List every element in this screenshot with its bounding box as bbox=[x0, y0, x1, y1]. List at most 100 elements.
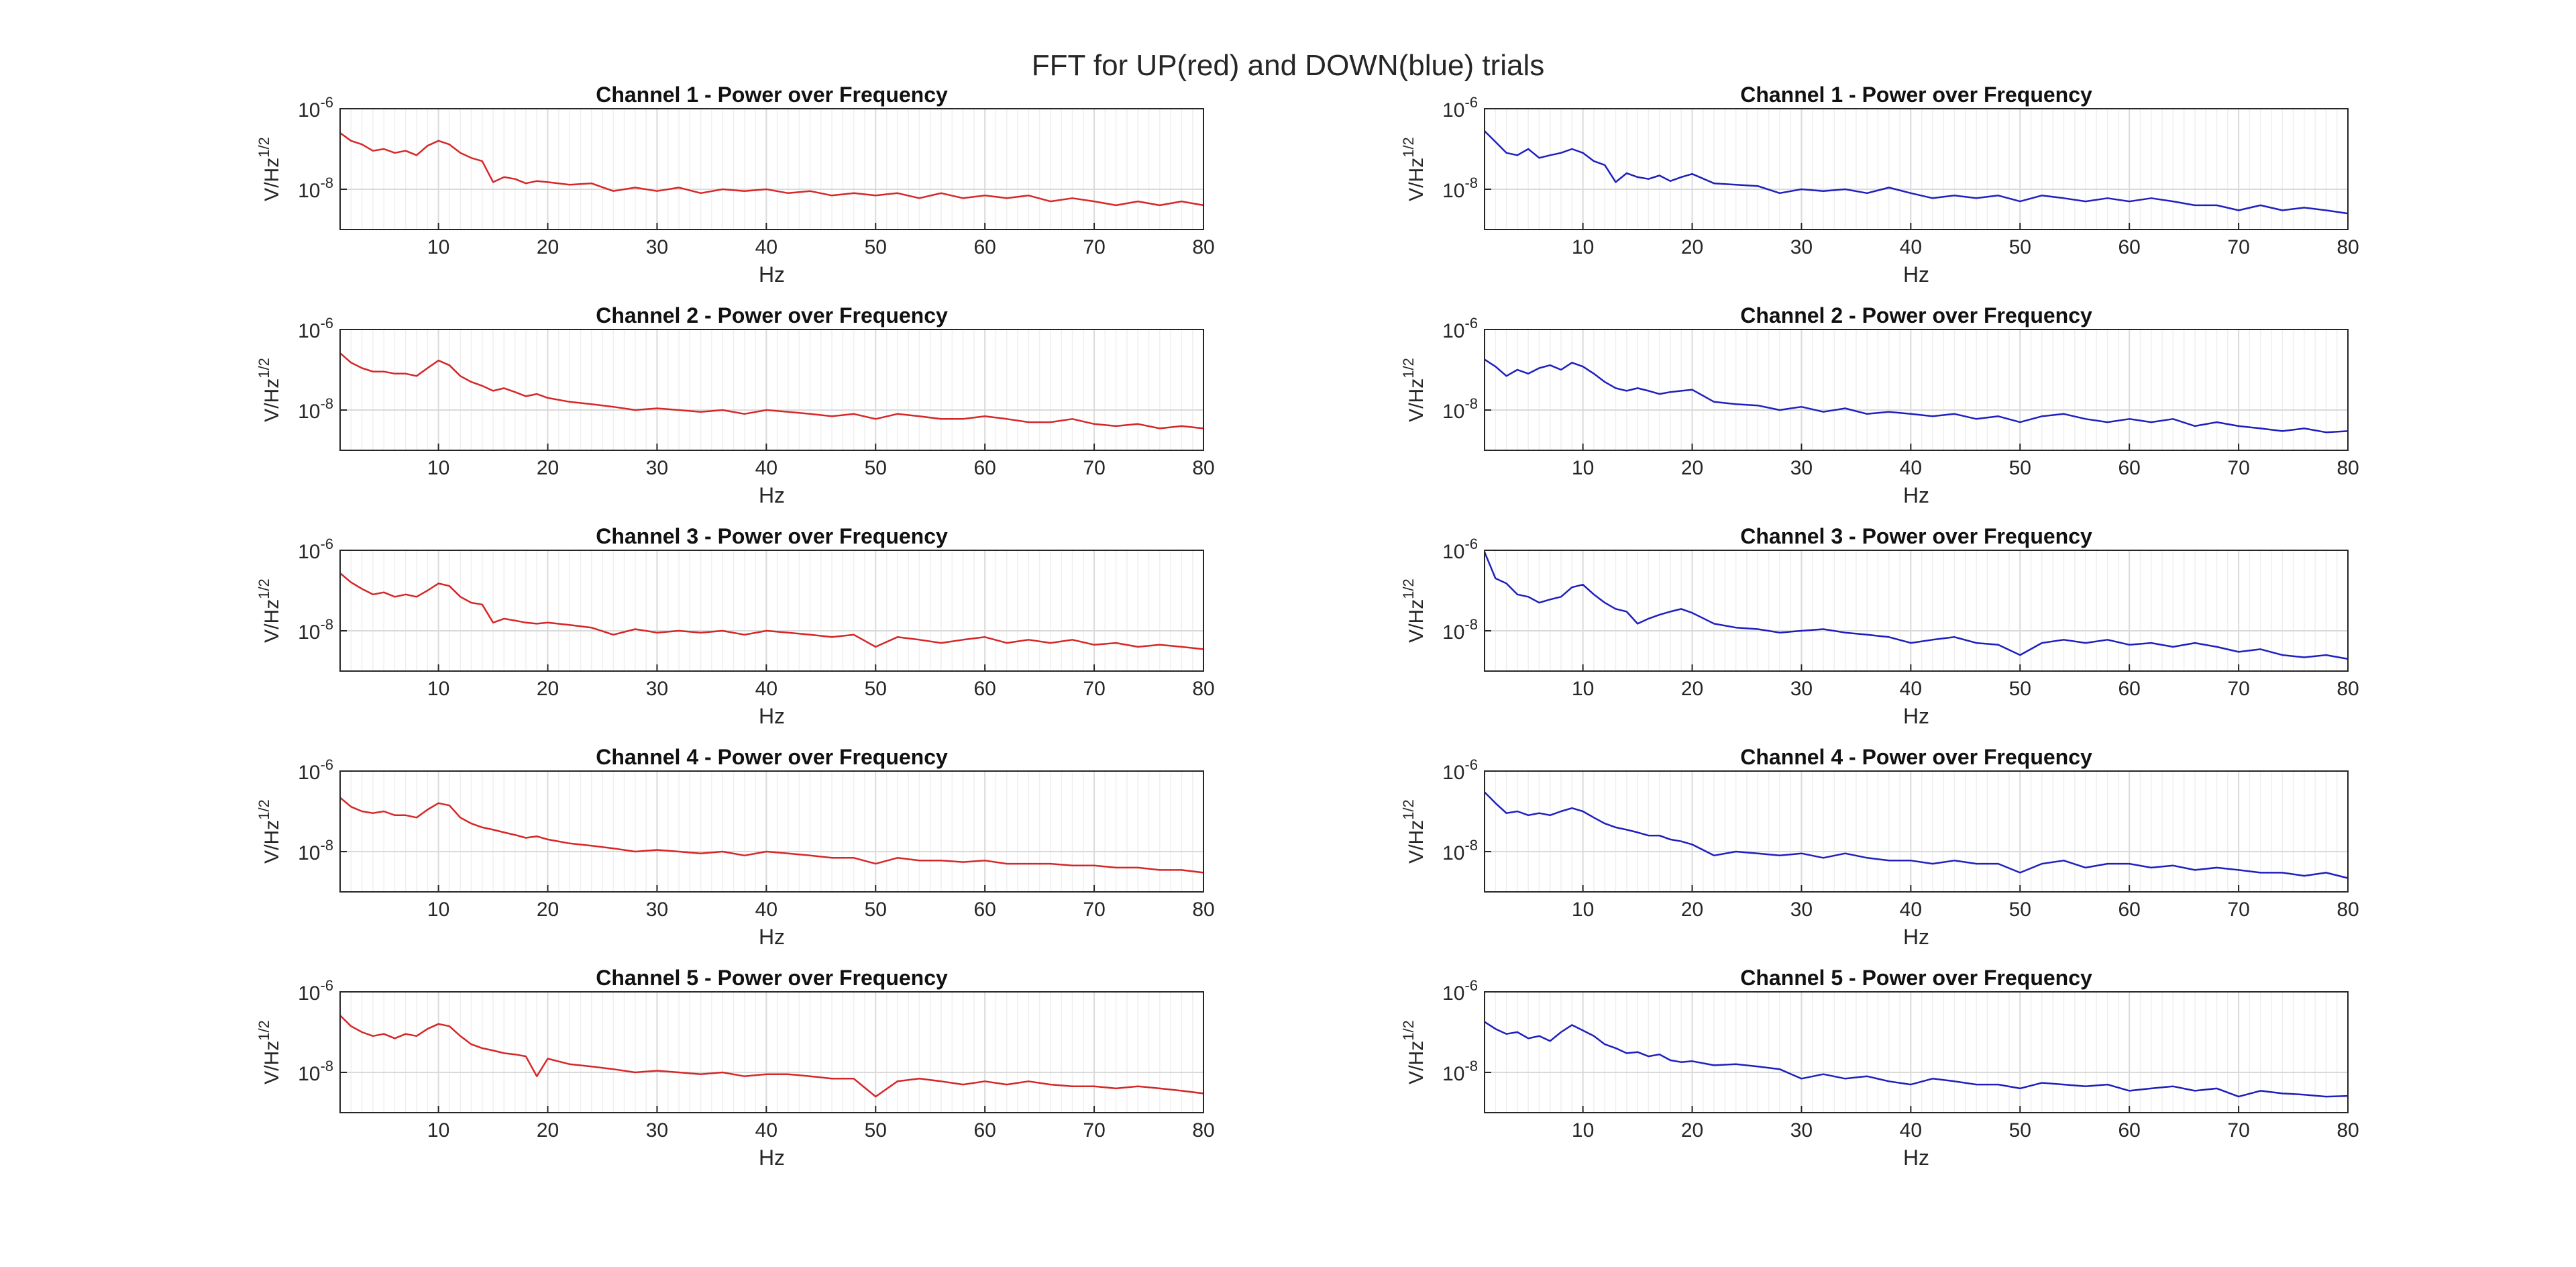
y-axis-label: V/Hz1/2 bbox=[256, 137, 283, 201]
x-tick-label: 60 bbox=[2118, 236, 2140, 258]
up-series-line bbox=[339, 797, 1204, 874]
x-tick-label: 80 bbox=[1192, 457, 1214, 479]
x-tick-label: 20 bbox=[537, 1119, 559, 1142]
x-tick-label: 30 bbox=[646, 899, 668, 921]
x-tick-label: 80 bbox=[2337, 236, 2359, 258]
down-series-line bbox=[1484, 791, 2349, 879]
plot-area bbox=[340, 771, 1203, 892]
x-tick-label: 70 bbox=[1083, 457, 1105, 479]
down-series-line bbox=[1484, 130, 2349, 215]
axes-box bbox=[339, 550, 1204, 672]
x-axis-label: Hz bbox=[759, 925, 785, 949]
y-tick-label: 10-8 bbox=[298, 395, 333, 423]
x-tick-label: 10 bbox=[1572, 236, 1594, 258]
plot-area bbox=[1485, 330, 2348, 450]
x-tick-label: 40 bbox=[755, 236, 777, 258]
x-tick-label: 30 bbox=[1790, 457, 1813, 479]
subplot-title: Channel 4 - Power over Frequency bbox=[596, 745, 948, 769]
grid bbox=[1485, 109, 2348, 230]
subplot-5-up: 10 20 30 40 50 60 70 80 10-6 10-8 Channel 5 - Powe… bbox=[256, 966, 1215, 1170]
x-tick-label: 20 bbox=[537, 457, 559, 479]
subplot-title: Channel 1 - Power over Frequency bbox=[1740, 83, 2092, 107]
x-tick-label: 60 bbox=[973, 236, 996, 258]
x-tick-label: 60 bbox=[973, 899, 996, 921]
x-tick-label: 70 bbox=[1083, 1119, 1105, 1142]
y-tick-label: 10-8 bbox=[298, 616, 333, 644]
x-tick-label: 30 bbox=[1790, 236, 1813, 258]
y-axis-label: V/Hz1/2 bbox=[256, 799, 283, 864]
x-tick-label: 60 bbox=[2118, 457, 2140, 479]
x-tick-label: 50 bbox=[2009, 678, 2031, 700]
y-axis-label: V/Hz1/2 bbox=[1400, 1020, 1428, 1084]
x-axis-label: Hz bbox=[759, 262, 785, 287]
x-tick-label: 60 bbox=[2118, 899, 2140, 921]
x-tick-label: 50 bbox=[2009, 1119, 2031, 1142]
axes-box bbox=[1484, 991, 2349, 1113]
x-tick-label: 30 bbox=[646, 236, 668, 258]
x-tick-label: 20 bbox=[1681, 678, 1703, 700]
x-tick-label: 70 bbox=[2227, 899, 2249, 921]
x-tick-label: 20 bbox=[1681, 457, 1703, 479]
x-tick-label: 80 bbox=[1192, 1119, 1214, 1142]
x-axis-label: Hz bbox=[1903, 925, 1929, 949]
x-axis-label: Hz bbox=[759, 1146, 785, 1170]
x-axis-label: Hz bbox=[759, 704, 785, 728]
grid bbox=[340, 550, 1203, 671]
y-axis-label: V/Hz1/2 bbox=[1400, 137, 1428, 201]
x-tick-label: 20 bbox=[1681, 236, 1703, 258]
x-axis-label: Hz bbox=[1903, 704, 1929, 728]
y-tick-label: 10-8 bbox=[298, 1058, 333, 1085]
subplot-title: Channel 5 - Power over Frequency bbox=[596, 966, 948, 990]
axes-box bbox=[1484, 550, 2349, 672]
x-tick-label: 40 bbox=[755, 1119, 777, 1142]
x-tick-label: 20 bbox=[1681, 899, 1703, 921]
grid bbox=[1485, 771, 2348, 892]
plot-area bbox=[340, 109, 1203, 230]
grid bbox=[340, 771, 1203, 892]
y-tick-label: 10-6 bbox=[298, 94, 333, 121]
subplot-3-up: 10 20 30 40 50 60 70 80 10-6 10-8 Channel 3 - Powe… bbox=[256, 524, 1215, 728]
subplot-1-down: 10 20 30 40 50 60 70 80 10-6 10-8 Channel 1 - Powe… bbox=[1400, 83, 2359, 287]
axes-box bbox=[339, 329, 1204, 451]
grid bbox=[340, 330, 1203, 450]
x-tick-label: 70 bbox=[1083, 899, 1105, 921]
y-axis-label: V/Hz1/2 bbox=[256, 578, 283, 643]
x-tick-label: 60 bbox=[973, 1119, 996, 1142]
y-axis-label: V/Hz1/2 bbox=[256, 1020, 283, 1084]
subplot-title: Channel 2 - Power over Frequency bbox=[1740, 303, 2092, 327]
x-tick-label: 60 bbox=[2118, 1119, 2140, 1142]
down-series-line bbox=[1484, 358, 2349, 434]
x-tick-label: 50 bbox=[865, 678, 887, 700]
x-tick-label: 10 bbox=[1572, 457, 1594, 479]
x-tick-label: 40 bbox=[755, 457, 777, 479]
plot-area bbox=[340, 330, 1203, 450]
y-tick-label: 10-8 bbox=[298, 837, 333, 864]
plot-area bbox=[1485, 992, 2348, 1113]
x-tick-label: 40 bbox=[1900, 236, 1922, 258]
x-tick-label: 60 bbox=[973, 457, 996, 479]
x-tick-label: 80 bbox=[2337, 899, 2359, 921]
x-tick-label: 20 bbox=[537, 236, 559, 258]
y-tick-label: 10-6 bbox=[298, 756, 333, 784]
up-series-line bbox=[339, 1015, 1204, 1098]
y-axis-label: V/Hz1/2 bbox=[1400, 799, 1428, 864]
x-tick-label: 80 bbox=[2337, 678, 2359, 700]
axes-box bbox=[1484, 108, 2349, 230]
y-tick-label: 10-8 bbox=[1442, 1058, 1478, 1085]
y-tick-label: 10-6 bbox=[298, 315, 333, 342]
x-tick-label: 40 bbox=[1900, 899, 1922, 921]
plot-area bbox=[340, 550, 1203, 671]
up-series-line bbox=[339, 572, 1204, 650]
x-tick-label: 30 bbox=[1790, 899, 1813, 921]
subplot-4-down: 10 20 30 40 50 60 70 80 10-6 10-8 Channel 4 - Powe… bbox=[1400, 745, 2359, 949]
y-tick-label: 10-6 bbox=[1442, 315, 1478, 342]
subplot-2-up: 10 20 30 40 50 60 70 80 10-6 10-8 Channel 2 - Powe… bbox=[256, 303, 1215, 507]
axes-box bbox=[339, 991, 1204, 1113]
subplot-title: Channel 4 - Power over Frequency bbox=[1740, 745, 2092, 769]
y-tick-label: 10-8 bbox=[1442, 174, 1478, 202]
x-tick-label: 70 bbox=[2227, 457, 2249, 479]
plot-area bbox=[340, 992, 1203, 1113]
x-axis-label: Hz bbox=[1903, 262, 1929, 287]
x-tick-label: 80 bbox=[1192, 899, 1214, 921]
